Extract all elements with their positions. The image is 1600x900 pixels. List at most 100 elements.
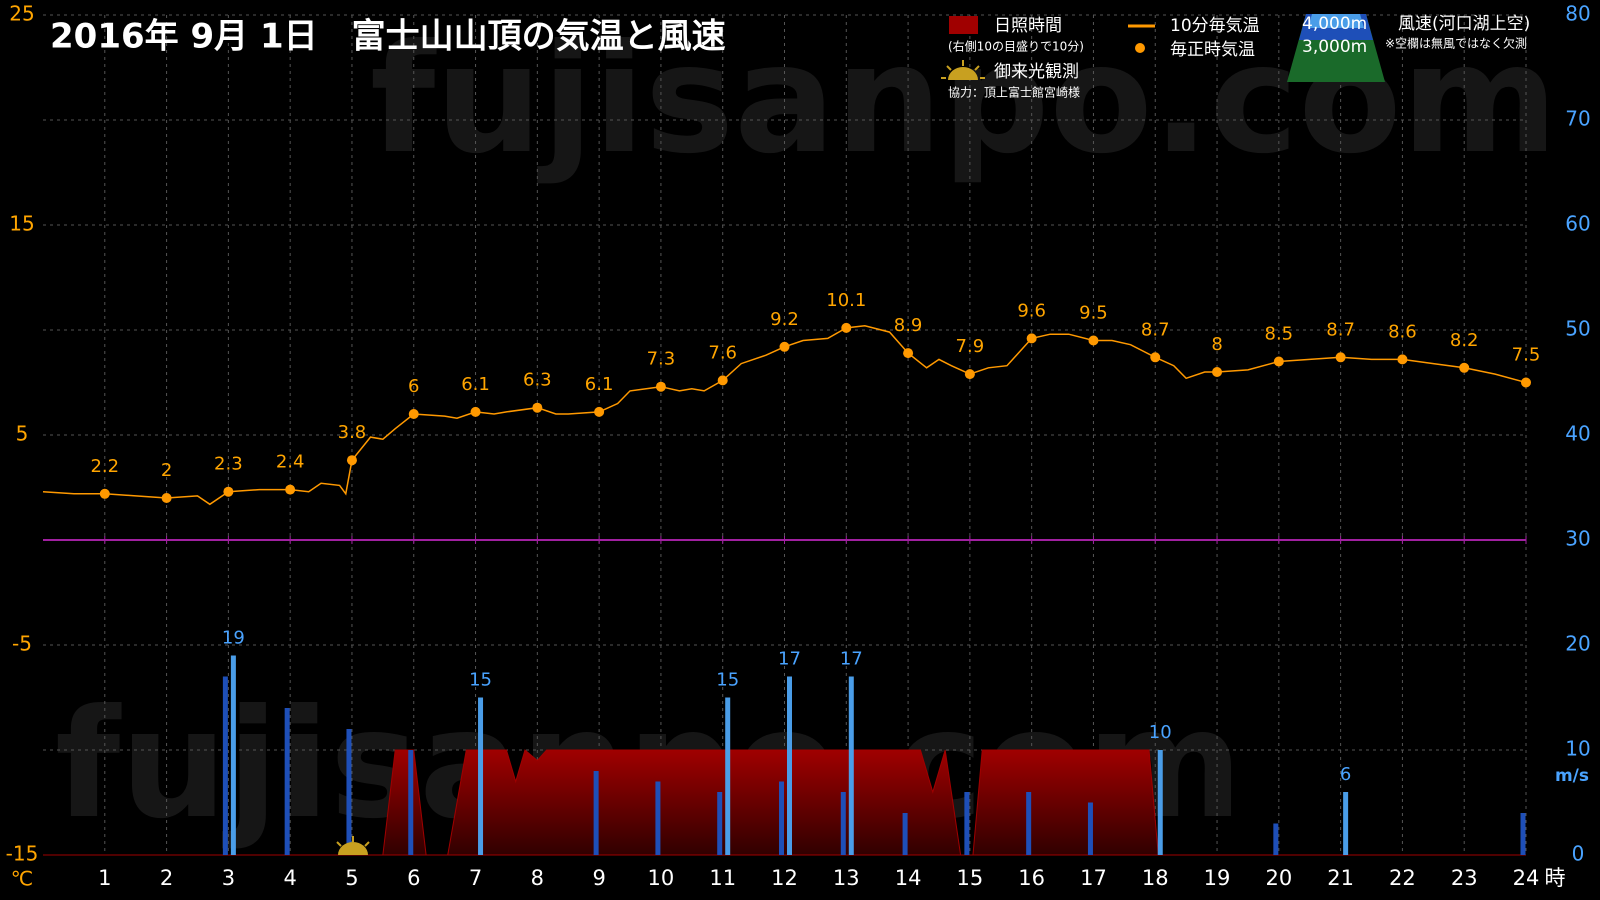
y2-tick-label: 70 (1565, 107, 1590, 131)
data-label: 8.2 (1450, 330, 1479, 351)
data-label: 6 (408, 376, 419, 397)
data-label: 7.9 (956, 336, 985, 357)
x-tick-label: 6 (407, 866, 420, 890)
temp-point (841, 322, 852, 333)
wind-bar (1520, 813, 1526, 855)
wind-bar (346, 729, 352, 855)
legend-label: 風速(河口湖上空) (1398, 14, 1530, 34)
data-label: 8.6 (1388, 321, 1417, 342)
y2-tick-label: 40 (1565, 422, 1590, 446)
temp-point (779, 341, 790, 352)
temp-point (594, 406, 605, 417)
temp-point (346, 455, 357, 466)
data-label: 8.5 (1265, 324, 1294, 345)
temp-point (903, 348, 914, 359)
data-label: 7.5 (1512, 345, 1541, 366)
data-label: 8 (1211, 334, 1222, 355)
wind-bar (779, 781, 784, 855)
wind-bar (964, 792, 970, 855)
data-label: 6.1 (461, 374, 490, 395)
x-tick-label: 3 (222, 866, 235, 890)
wind-bar (1157, 750, 1163, 855)
data-label: 7.3 (647, 349, 676, 370)
y2-tick-label: 20 (1565, 632, 1590, 656)
y2-unit: m/s (1555, 766, 1589, 786)
data-label: 15 (716, 670, 739, 691)
x-tick-label: 11 (709, 866, 736, 890)
chart-title: 2016年 9月 1日 富士山山頂の気温と風速 (50, 17, 726, 57)
wind-bar (1273, 823, 1279, 855)
x-tick-label: 14 (895, 866, 922, 890)
temp-point (1088, 335, 1099, 346)
x-tick-label: 17 (1080, 866, 1107, 890)
x-tick-label: 4 (283, 866, 296, 890)
legend-label: 日照時間 (994, 16, 1062, 36)
wind-bar (902, 813, 908, 855)
temp-point (717, 375, 728, 386)
x-tick-label: 7 (469, 866, 482, 890)
legend-label: 毎正時気温 (1170, 40, 1255, 60)
data-label: 9.6 (1017, 300, 1046, 321)
data-label: 17 (778, 649, 801, 670)
x-tick-label: 8 (531, 866, 544, 890)
x-tick-label: 21 (1327, 866, 1354, 890)
sunshine-area (43, 749, 1526, 856)
temp-point (1397, 354, 1408, 365)
temp-point (532, 402, 543, 413)
wind-bar (1343, 792, 1349, 855)
temp-point (223, 486, 234, 497)
temp-point (470, 406, 481, 417)
mountain-icon (1287, 14, 1385, 82)
legend-label: 3,000m (1302, 37, 1367, 57)
data-label: 19 (222, 628, 245, 649)
data-label: 2.4 (276, 452, 305, 473)
x-tick-label: 19 (1204, 866, 1231, 890)
data-label: 10.1 (826, 290, 866, 311)
y-tick-label: 15 (9, 212, 34, 236)
x-tick-label: 15 (957, 866, 984, 890)
y2-tick-label: 80 (1565, 2, 1590, 26)
wind-bar (593, 771, 599, 855)
data-label: 8.7 (1326, 319, 1355, 340)
y2-tick-label: 60 (1565, 212, 1590, 236)
y2-tick-label: 30 (1565, 527, 1590, 551)
x-tick-label: 5 (345, 866, 358, 890)
sun-icon (941, 60, 985, 80)
wind-bar (230, 655, 236, 855)
x-tick-label: 2 (160, 866, 173, 890)
data-label: 9.5 (1079, 303, 1108, 324)
wind-bar (478, 697, 484, 855)
temp-point (161, 493, 172, 503)
temp-point (285, 484, 296, 495)
temp-point (1026, 333, 1037, 344)
legend-label: 10分毎気温 (1170, 16, 1260, 36)
data-label: 17 (840, 649, 863, 670)
data-label: 2.2 (90, 456, 119, 477)
data-label: 3.8 (338, 422, 367, 443)
wind-bar (284, 708, 290, 855)
legend-note: (右側10の目盛りで10分) (948, 39, 1084, 54)
temp-point (408, 409, 419, 419)
legend-note: ※空欄は無風ではなく欠測 (1385, 36, 1527, 51)
wind-bar (848, 676, 854, 855)
temp-point (1150, 352, 1161, 363)
x-tick-label: 22 (1389, 866, 1416, 890)
data-label: 9.2 (770, 309, 799, 330)
x-tick-label: 9 (592, 866, 605, 890)
data-label: 2.3 (214, 454, 243, 475)
temp-line (42, 325, 1527, 506)
y2-tick-label: 0 (1572, 842, 1585, 866)
x-tick-label: 24 (1513, 866, 1540, 890)
data-label: 10 (1149, 722, 1172, 743)
data-label: 6.3 (523, 370, 552, 391)
temp-point (1521, 377, 1531, 388)
wind-bar (408, 750, 414, 855)
wind-bar (222, 676, 228, 855)
y-tick-label: -15 (6, 842, 39, 866)
x-tick-label: 12 (771, 866, 798, 890)
wind-bar (840, 792, 846, 855)
data-label: 6.1 (585, 374, 614, 395)
x-tick-label: 18 (1142, 866, 1169, 890)
